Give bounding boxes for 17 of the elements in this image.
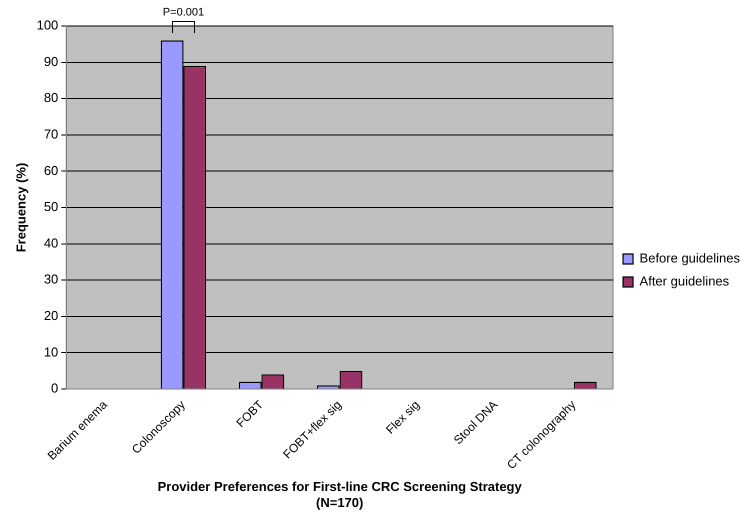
y-tick-label: 70 — [44, 126, 58, 142]
y-tick-label: 30 — [44, 272, 58, 287]
legend-label: Before guidelines — [640, 250, 740, 266]
y-tick-label: 0 — [51, 380, 58, 396]
x-axis-title: Provider Preferences for First-line CRC Screening Strategy (N=170) — [158, 479, 522, 510]
y-axis-title: Frequency (%) — [13, 162, 28, 252]
y-tick-label: 90 — [44, 54, 58, 69]
legend-label: After guidelines — [640, 274, 730, 289]
y-tick-label: 40 — [44, 235, 58, 250]
text: P=0.001 — [162, 6, 204, 19]
y-tick-label: 20 — [44, 308, 58, 323]
y-tick-label: 60 — [44, 162, 58, 178]
x-tick-label: Flex sig — [383, 398, 422, 437]
y-tick-label: 80 — [44, 90, 58, 106]
y-tick-label: 100 — [36, 18, 58, 33]
y-tick-label: 50 — [44, 199, 58, 214]
y-tick-label: 10 — [44, 344, 58, 360]
